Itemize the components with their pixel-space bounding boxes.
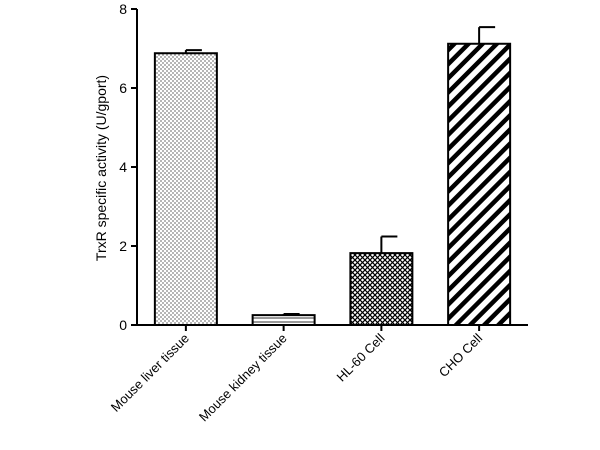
- bar-2: [349, 252, 414, 326]
- bars-group: [153, 42, 512, 327]
- y-tick-label-4: 8: [119, 1, 127, 17]
- y-ticks-group: 0 2 4 6 8: [119, 1, 137, 333]
- x-labels-group: Mouse liver tissue Mouse kidney tissue HL-…: [108, 330, 485, 424]
- y-tick-label-3: 6: [119, 80, 127, 96]
- y-tick-label-2: 4: [119, 159, 127, 175]
- y-axis-label: TrxR specific activity (U/gport): [93, 75, 109, 261]
- x-tick-label-3: CHO Cell: [436, 330, 486, 380]
- y-tick-label-1: 2: [119, 238, 127, 254]
- x-tick-label-1: Mouse kidney tissue: [196, 331, 290, 425]
- error-bars-group: [184, 26, 496, 316]
- x-tick-label-0: Mouse liver tissue: [108, 331, 192, 415]
- bar-0: [153, 52, 218, 327]
- bar-1: [251, 314, 316, 326]
- x-tick-label-2: HL-60 Cell: [333, 330, 387, 384]
- y-tick-label-0: 0: [119, 317, 127, 333]
- bar-3: [447, 42, 512, 326]
